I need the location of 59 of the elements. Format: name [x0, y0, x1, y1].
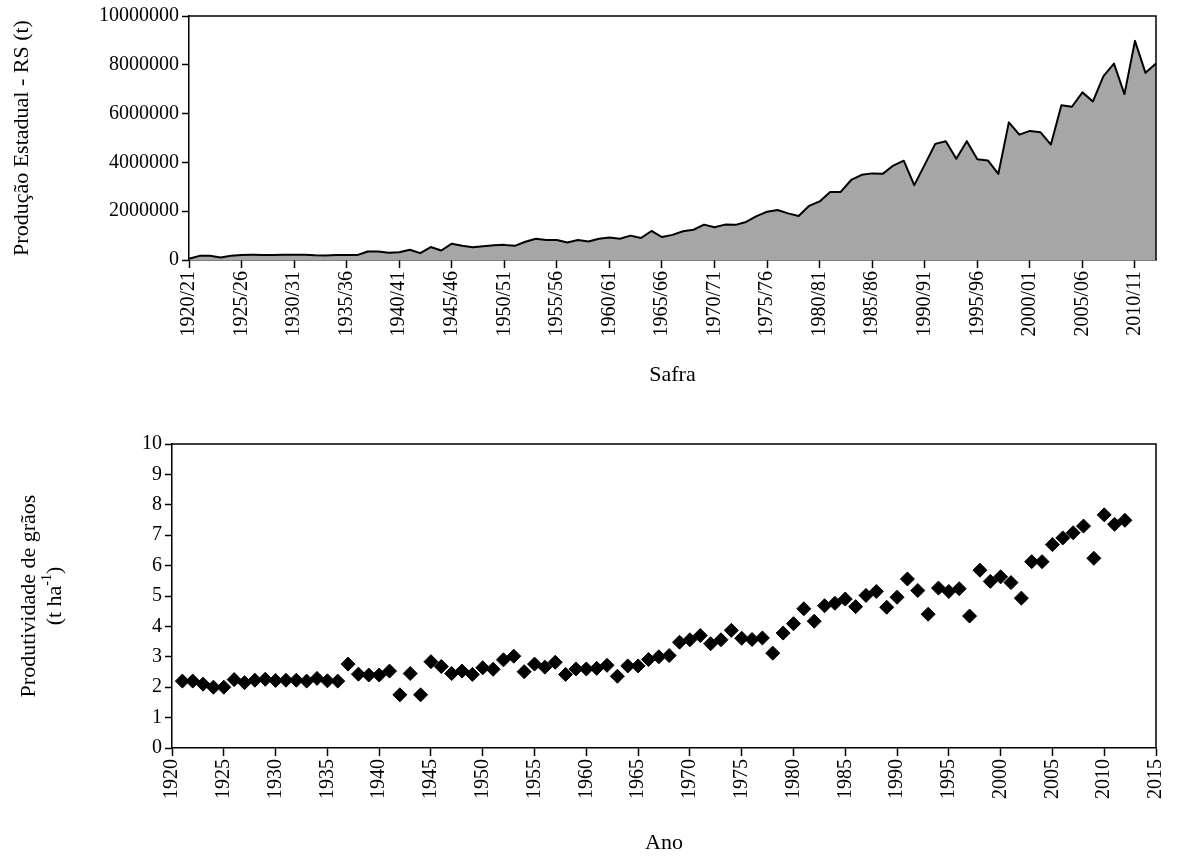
- y-tick-label: 3: [152, 644, 162, 667]
- x-tick-label: 1930/31: [281, 271, 304, 337]
- y-tick-label: 6: [152, 552, 162, 575]
- y-tick-label: 6000000: [109, 100, 179, 123]
- x-tick-label: 1945: [418, 759, 441, 799]
- x-tick-label: 1930: [262, 759, 285, 799]
- x-tick-label: 2005: [1039, 759, 1062, 799]
- x-tick-label: 1925: [211, 759, 234, 799]
- x-tick-label: 1990/91: [912, 271, 935, 337]
- x-tick-label: 1920: [159, 759, 182, 799]
- x-tick-label: 1940/41: [386, 271, 409, 337]
- x-tick-label: 1975: [728, 759, 751, 799]
- y-tick-label: 0: [169, 247, 179, 270]
- x-tick-label: 1985: [832, 759, 855, 799]
- x-tick-label: 1965: [625, 759, 648, 799]
- x-tick-label: 1950: [469, 759, 492, 799]
- x-tick-label: 1955: [521, 759, 544, 799]
- x-tick-label: 2005/06: [1069, 271, 1092, 337]
- y-tick-label: 2000000: [109, 198, 179, 221]
- x-tick-label: 1935: [314, 759, 337, 799]
- x-tick-label: 1980: [780, 759, 803, 799]
- x-tick-label: 1995: [936, 759, 959, 799]
- y-tick-label: 8000000: [109, 52, 179, 75]
- x-tick-label: 1940: [366, 759, 389, 799]
- x-tick-label: 1950/51: [491, 271, 514, 337]
- x-tick-label: 1965/66: [649, 271, 672, 337]
- y-tick-label: 0: [152, 735, 162, 758]
- y-axis-title: Produção Estadual - RS (t): [7, 20, 33, 256]
- y-tick-label: 1: [152, 704, 162, 727]
- x-tick-label: 1995/96: [964, 271, 987, 337]
- y-tick-label: 7: [152, 522, 162, 545]
- x-tick-label: 1980/81: [806, 271, 829, 337]
- y-tick-label: 5: [152, 583, 162, 606]
- x-tick-label: 1970/71: [701, 271, 724, 337]
- x-tick-label: 1960: [573, 759, 596, 799]
- x-tick-label: 1955/56: [544, 271, 567, 337]
- x-tick-label: 1925/26: [228, 271, 251, 337]
- x-tick-label: 1960/61: [596, 271, 619, 337]
- x-tick-label: 1990: [884, 759, 907, 799]
- y-tick-label: 4: [152, 613, 162, 636]
- y-tick-label: 4000000: [109, 149, 179, 172]
- x-axis-title: Ano: [645, 828, 683, 854]
- x-axis-title: Safra: [649, 360, 696, 386]
- x-tick-label: 2000: [987, 759, 1010, 799]
- x-tick-label: 2000/01: [1017, 271, 1040, 337]
- x-tick-label: 1945/46: [439, 271, 462, 337]
- x-tick-label: 1985/86: [859, 271, 882, 337]
- x-tick-label: 1935/36: [333, 271, 356, 337]
- y-tick-label: 10: [142, 431, 162, 454]
- x-tick-label: 1970: [677, 759, 700, 799]
- y-tick-label: 8: [152, 492, 162, 515]
- x-tick-label: 2010: [1091, 759, 1114, 799]
- y-tick-label: 9: [152, 461, 162, 484]
- x-tick-label: 2010/11: [1122, 271, 1145, 336]
- x-tick-label: 1975/76: [754, 271, 777, 337]
- y-tick-label: 2: [152, 674, 162, 697]
- x-tick-label: 2015: [1143, 759, 1166, 799]
- y-tick-label: 10000000: [99, 3, 179, 26]
- x-tick-label: 1920/21: [176, 271, 199, 337]
